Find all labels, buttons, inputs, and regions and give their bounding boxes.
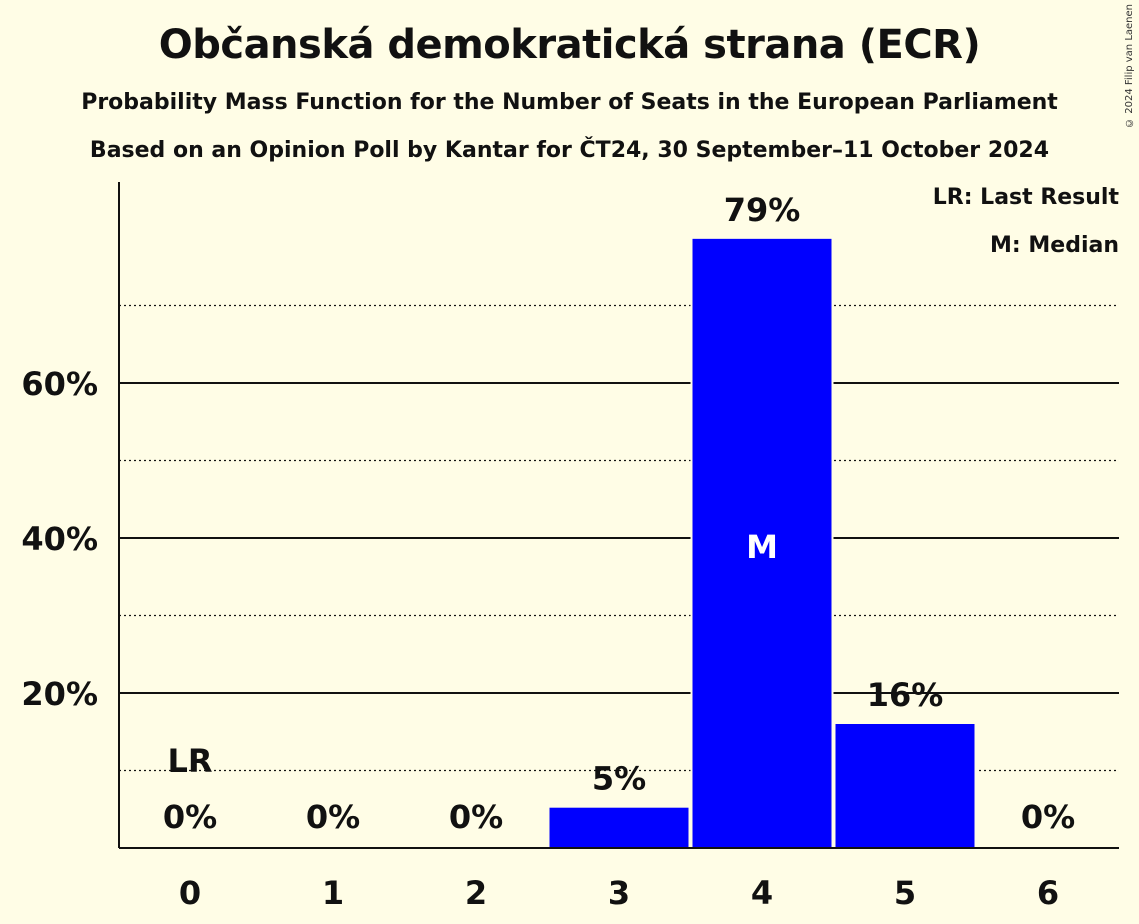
chart-title: Občanská demokratická strana (ECR) xyxy=(158,22,981,68)
chart-subtitle-source: Based on an Opinion Poll by Kantar for Č… xyxy=(89,138,1050,163)
x-tick-label: 4 xyxy=(751,874,773,912)
x-tick-label: 1 xyxy=(322,874,344,912)
bar xyxy=(835,724,975,848)
x-tick-label: 2 xyxy=(465,874,487,912)
x-tick-label: 5 xyxy=(894,874,916,912)
x-tick-label: 3 xyxy=(608,874,630,912)
data-label: 16% xyxy=(867,676,944,714)
data-label: 79% xyxy=(724,191,801,229)
bar xyxy=(692,238,832,849)
data-label: 5% xyxy=(592,760,646,798)
y-tick-label: 20% xyxy=(21,675,98,713)
legend-last-result: LR: Last Result xyxy=(932,185,1119,210)
median-marker: M xyxy=(746,528,778,566)
y-tick-label: 40% xyxy=(21,520,98,558)
x-tick-label: 0 xyxy=(179,874,201,912)
data-label: 0% xyxy=(449,798,503,836)
data-label: 0% xyxy=(1021,798,1075,836)
bar xyxy=(549,807,689,848)
data-label: 0% xyxy=(306,798,360,836)
last-result-marker: LR xyxy=(167,742,212,780)
legend-median: M: Median xyxy=(990,233,1119,258)
x-tick-label: 6 xyxy=(1037,874,1059,912)
chart-subtitle: Probability Mass Function for the Number… xyxy=(81,90,1058,115)
data-label: 0% xyxy=(163,798,217,836)
y-tick-label: 60% xyxy=(21,365,98,403)
